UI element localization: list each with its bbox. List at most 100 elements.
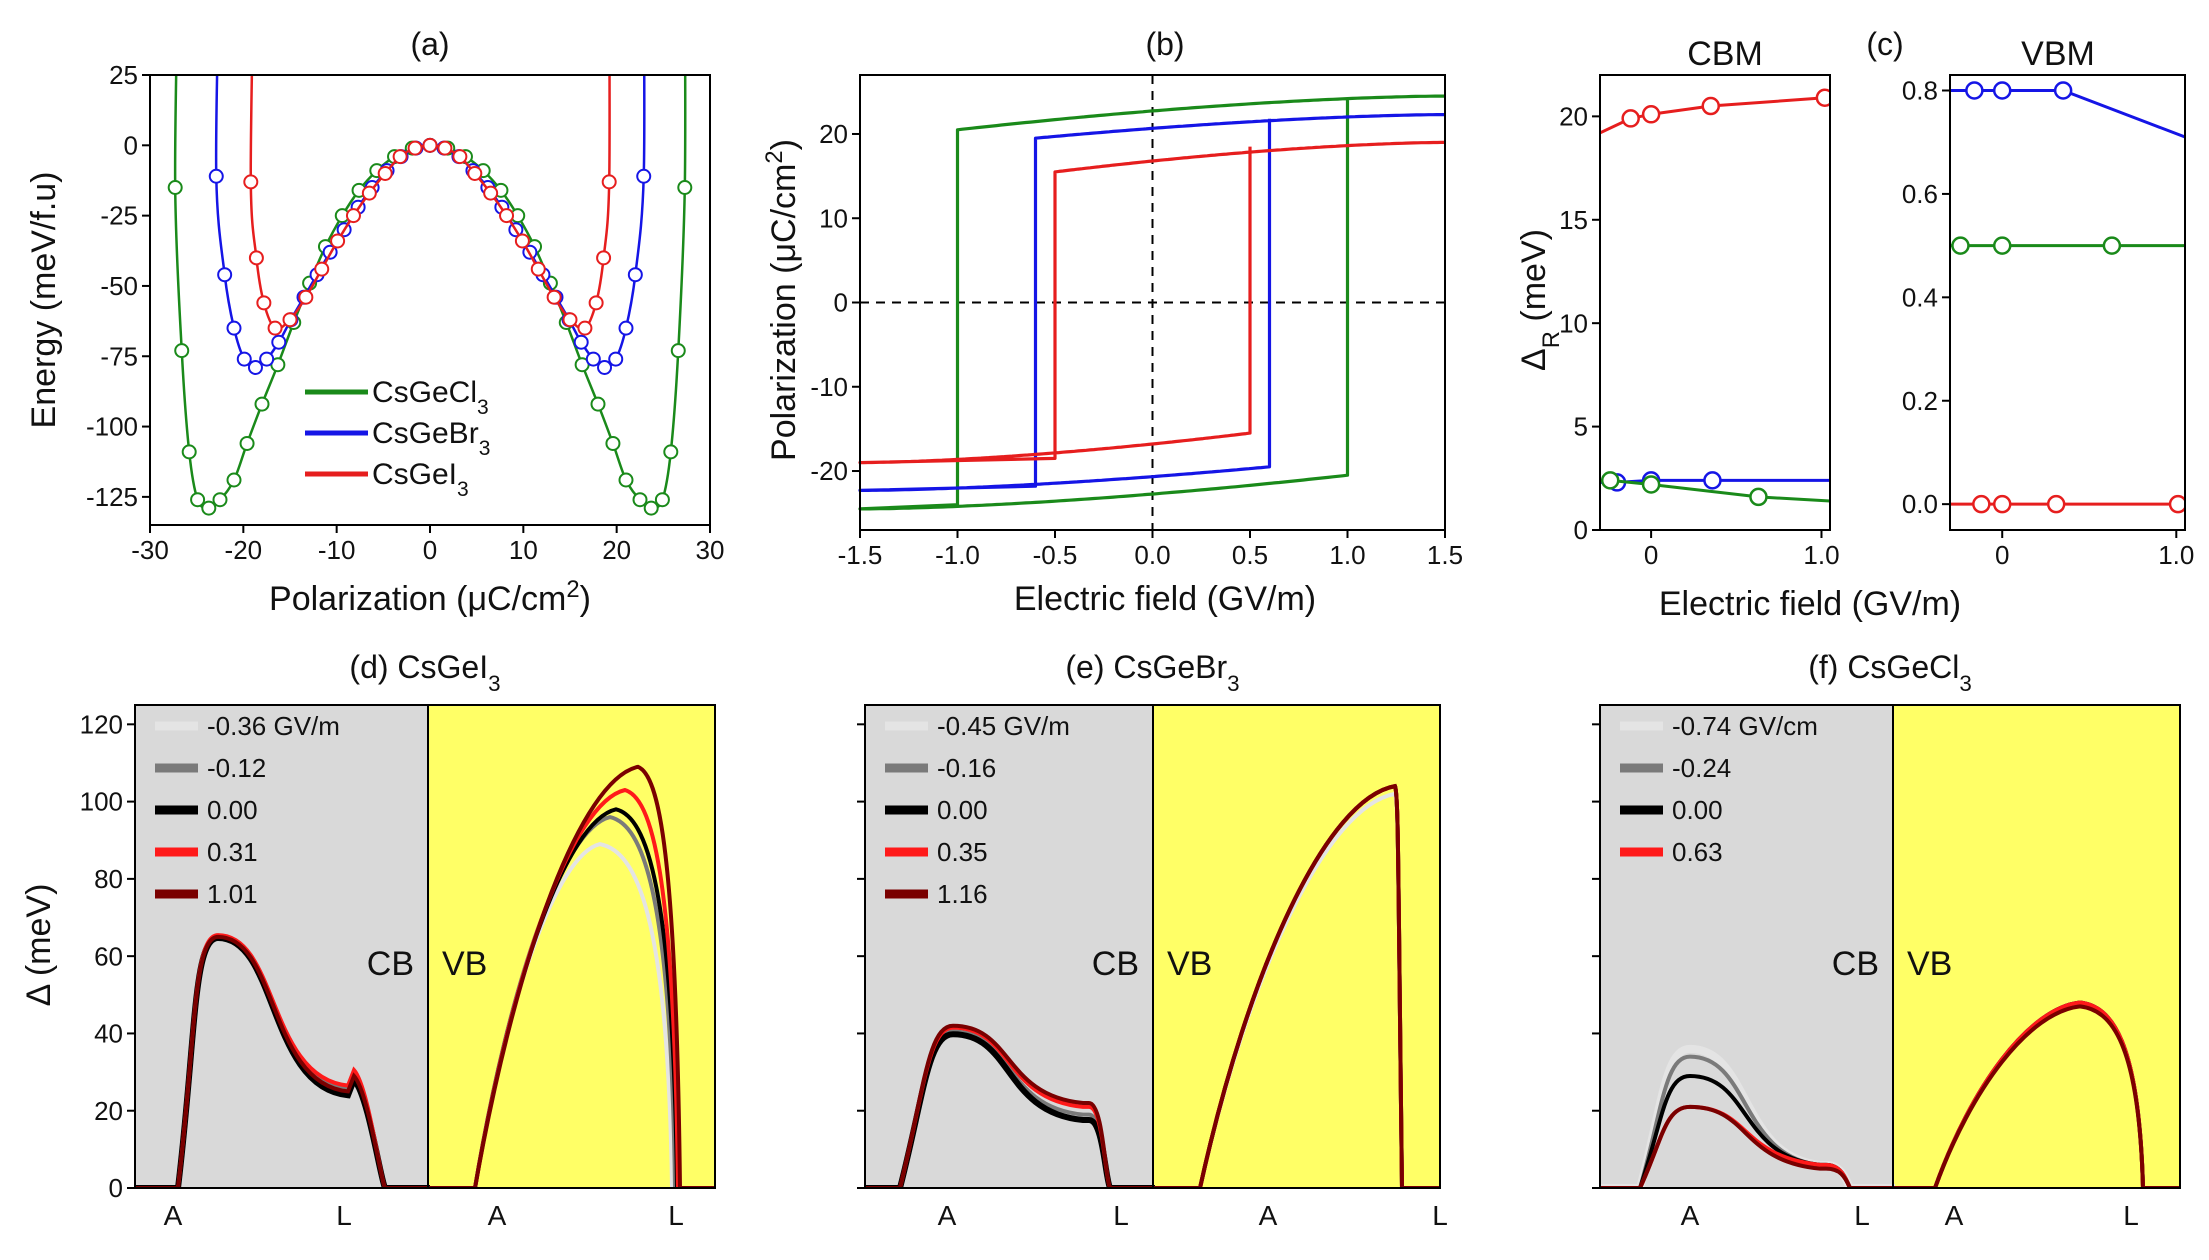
data-point-CsGeCl3 bbox=[181, 444, 197, 460]
legend-label-CsGeI3: CsGeI3 bbox=[372, 458, 469, 501]
data-point-CsGeBr3 bbox=[585, 351, 601, 367]
panel-c-frame bbox=[1949, 74, 2186, 531]
panel-a-ytick-label: -25 bbox=[100, 201, 138, 231]
legend-label-CsGeI3-part: CsGeI bbox=[372, 458, 457, 491]
band-curve bbox=[1600, 1104, 1895, 1188]
panel-c-ytick-label: 0.0 bbox=[1902, 489, 1938, 519]
data-point-CsGeCl3 bbox=[632, 492, 648, 508]
pd-curves bbox=[135, 764, 715, 1188]
legend-label-CsGeCl3: CsGeCl3 bbox=[372, 376, 489, 419]
panel-f: (f) CsGeCl3 CB VB A L A L -0.74 GV/cm -0.24 0.00 0… bbox=[1592, 649, 2181, 1231]
data-point-CsGeI3 bbox=[577, 320, 593, 336]
data-point-CsGeCl3 bbox=[1749, 487, 1768, 507]
data-point-CsGeBr3 bbox=[597, 360, 613, 375]
data-point-CsGeBr3 bbox=[1965, 81, 1984, 100]
pe-title-part: 3 bbox=[1227, 671, 1239, 696]
legend-label: 1.16 bbox=[937, 879, 988, 909]
panel-b-frame bbox=[859, 74, 1446, 531]
data-point-CsGeBr3 bbox=[627, 267, 643, 283]
panel-c-ytick-label: 20 bbox=[1559, 101, 1588, 131]
pd-xtick-cb-L: L bbox=[336, 1200, 352, 1231]
data-point-CsGeCl3 bbox=[2102, 236, 2122, 255]
data-point-CsGeI3 bbox=[499, 208, 515, 224]
data-point-CsGeI3 bbox=[330, 233, 346, 249]
pd-xtick-cb-A: A bbox=[164, 1200, 183, 1231]
pd-cb-label: CB bbox=[367, 945, 414, 983]
data-point-CsGeI3 bbox=[514, 233, 530, 249]
panel-c-ytick-label: 10 bbox=[1559, 308, 1588, 338]
panel-c-ylabel-part: (meV) bbox=[1515, 229, 1553, 331]
data-point-CsGeI3 bbox=[1641, 105, 1661, 124]
data-point-CsGeBr3 bbox=[226, 320, 242, 336]
pd-ytick-label: 120 bbox=[80, 709, 123, 739]
data-point-CsGeCl3 bbox=[605, 435, 621, 451]
panel-a-ytick-label: -125 bbox=[86, 482, 138, 512]
panel-c-ytick-label: 0.2 bbox=[1902, 386, 1938, 416]
legend-label: -0.36 GV/m bbox=[207, 711, 340, 741]
panel-a-xtick-label: 20 bbox=[602, 535, 631, 565]
legend-label: 0.00 bbox=[937, 795, 988, 825]
panel-b-ytick-label: 20 bbox=[819, 119, 848, 149]
panel-c-ytick-label: 0 bbox=[1574, 515, 1588, 545]
pe-xtick-cb-A: A bbox=[938, 1200, 957, 1231]
pf-xtick-cb-L: L bbox=[1854, 1200, 1870, 1231]
panel-b-ytick-label: -20 bbox=[810, 456, 848, 486]
vb-region bbox=[1893, 705, 2180, 1188]
data-point-CsGeI3 bbox=[392, 149, 408, 165]
panel-c-ytick-label: 15 bbox=[1559, 205, 1588, 235]
panel-b-xtick-label: -1.5 bbox=[838, 540, 883, 570]
panel-b: (b) 20 10 0 -10 -20 -1.5 -1.0 -0.5 0.0 0.5 1.0 1.5 El… bbox=[761, 26, 1464, 618]
panel-c-subtitle-CBM: CBM bbox=[1687, 35, 1763, 73]
panel-a-xtick-label: 10 bbox=[509, 535, 538, 565]
panel-a-xlabel-part: Polarization (μC/cm bbox=[269, 580, 566, 618]
data-point-CsGeCl3 bbox=[677, 180, 693, 195]
panel-a-xtick-label: -30 bbox=[131, 535, 169, 565]
data-point-CsGeCl3 bbox=[167, 180, 183, 195]
panel-b-xtick-label: 0.0 bbox=[1134, 540, 1170, 570]
pd-vb-label: VB bbox=[442, 945, 487, 983]
pd-xtick-vb-A: A bbox=[488, 1200, 507, 1231]
panel-a-xtick-label: 0 bbox=[423, 535, 437, 565]
pe-xtick-vb-L: L bbox=[1432, 1200, 1448, 1231]
data-point-CsGeBr3 bbox=[217, 267, 233, 283]
pd-ytick-label: 100 bbox=[80, 787, 123, 817]
data-point-CsGeI3 bbox=[2168, 494, 2185, 514]
data-point-CsGeI3 bbox=[1972, 494, 1991, 514]
data-point-CsGeCl3 bbox=[174, 343, 190, 359]
panel-b-ytick-label: 0 bbox=[834, 288, 848, 318]
pd-xtick-vb-L: L bbox=[668, 1200, 684, 1231]
cb-region bbox=[865, 705, 1153, 1188]
pd-ytick-label: 0 bbox=[109, 1173, 123, 1203]
data-point-CsGeI3 bbox=[314, 261, 330, 277]
pd-title-part: 3 bbox=[488, 671, 500, 696]
panel-b-xtick-label: -0.5 bbox=[1033, 540, 1078, 570]
panel-c-title: (c) bbox=[1866, 26, 1903, 62]
pf-title: (f) CsGeCl3 bbox=[1808, 649, 1972, 696]
panel-a-ytick-label: -50 bbox=[100, 271, 138, 301]
panel-b-xtick-label: 1.0 bbox=[1329, 540, 1365, 570]
data-point-CsGeI3 bbox=[530, 261, 546, 277]
data-point-CsGeI3 bbox=[282, 312, 298, 328]
panel-c-subtitle-VBM: VBM bbox=[2021, 35, 2095, 73]
panel-a-ylabel: Energy (meV/f.u) bbox=[25, 172, 63, 429]
panel-c-series-group bbox=[1600, 88, 1830, 507]
data-point-CsGeI3 bbox=[562, 312, 578, 328]
data-point-CsGeCl3 bbox=[1992, 236, 2012, 255]
data-point-CsGeCl3 bbox=[239, 435, 255, 451]
legend-label: 0.00 bbox=[1672, 795, 1723, 825]
panel-b-ylabel-part: ) bbox=[765, 139, 803, 150]
panel-a-xlabel-part: 2 bbox=[566, 576, 579, 603]
pe-cb-label: CB bbox=[1092, 945, 1139, 983]
hysteresis-loop-CsGeI3 bbox=[858, 140, 1445, 465]
legend-label-CsGeBr3-part: CsGeBr bbox=[372, 417, 479, 450]
data-point-CsGeI3 bbox=[407, 140, 423, 156]
data-point-CsGeBr3 bbox=[618, 320, 634, 336]
data-point-CsGeI3 bbox=[596, 250, 612, 266]
data-point-CsGeBr3 bbox=[573, 334, 589, 350]
panel-b-ylabel-part: Polarization (μC/cm bbox=[765, 164, 803, 461]
pf-xtick-vb-A: A bbox=[1945, 1200, 1964, 1231]
panel-c: (c) Electric field (GV/m) ΔR (meV) CBM 0 5 10 1… bbox=[1515, 26, 2194, 623]
data-point-CsGeBr3 bbox=[636, 168, 652, 184]
pd-title: (d) CsGeI3 bbox=[349, 649, 500, 696]
data-point-CsGeBr3 bbox=[259, 351, 275, 367]
